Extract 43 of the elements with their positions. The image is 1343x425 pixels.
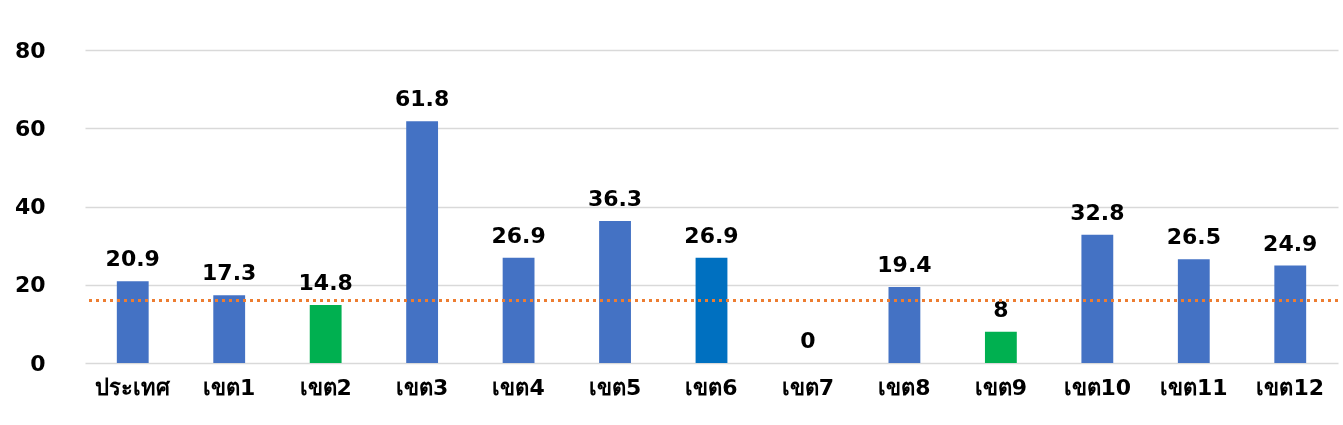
bar: [502, 257, 535, 363]
bar: [1274, 265, 1307, 363]
x-tick-label: เขต10: [1063, 374, 1132, 400]
y-tick-label: 20: [14, 272, 46, 298]
data-label: 24.9: [1263, 230, 1318, 256]
x-tick-label: เขต8: [878, 374, 931, 400]
x-tick-label: เขต11: [1159, 374, 1228, 400]
bar: [213, 295, 246, 363]
x-tick-label: เขต5: [588, 374, 642, 400]
y-tick-label: 80: [14, 37, 46, 63]
data-label: 26.9: [491, 222, 546, 248]
data-label: 32.8: [1070, 199, 1125, 225]
y-tick-label: 40: [14, 194, 46, 219]
x-tick-label: เขต12: [1256, 374, 1325, 400]
bar: [695, 257, 728, 363]
x-tick-label: เขต3: [395, 374, 449, 400]
y-tick-label: 60: [14, 115, 46, 141]
x-tick-label: เขต9: [974, 374, 1028, 400]
data-label: 20.9: [105, 246, 160, 272]
data-label: 61.8: [394, 86, 450, 112]
data-label: 14.8: [298, 270, 353, 296]
x-tick-label: เขต6: [685, 374, 738, 400]
bar: [1081, 234, 1114, 363]
data-label: 36.3: [587, 185, 643, 211]
bar: [116, 281, 149, 363]
data-label: 19.4: [877, 252, 932, 278]
y-tick-label: 0: [30, 350, 46, 376]
x-tick-label: เขต2: [299, 374, 352, 400]
bar: [888, 287, 921, 363]
data-label: 26.5: [1166, 224, 1221, 250]
x-tick-label: เขต7: [781, 374, 835, 400]
x-tick-label: ประเทศ: [95, 374, 172, 400]
x-tick-label: เขต1: [203, 374, 256, 400]
data-label: 0: [800, 328, 816, 353]
data-label: 26.9: [684, 222, 739, 248]
x-tick-label: เขต4: [492, 374, 545, 400]
bar: [1177, 259, 1210, 363]
data-label: 17.3: [202, 260, 257, 286]
data-label: 8: [993, 296, 1009, 322]
bar: [984, 331, 1017, 363]
bar: [599, 220, 631, 363]
bar: [406, 121, 439, 363]
bar: [309, 305, 342, 363]
